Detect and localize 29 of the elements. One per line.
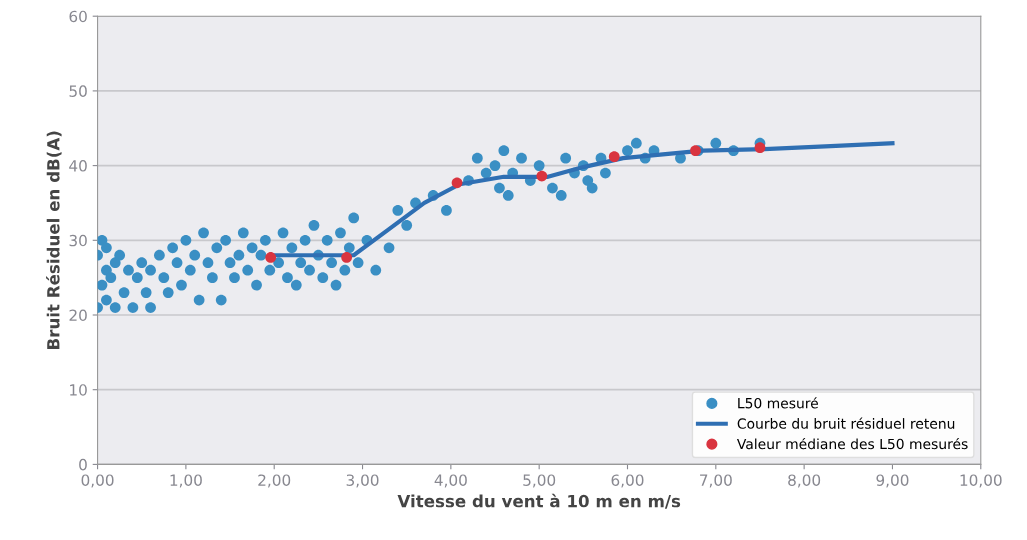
point <box>451 177 463 189</box>
y-tick-label: 20 <box>69 309 87 322</box>
legend-label: L50 mesuré <box>738 397 819 409</box>
x-tick-label: 8,00 <box>788 474 821 488</box>
x-tick-label: 5,00 <box>523 474 556 488</box>
y-tick-label: 0 <box>79 458 87 471</box>
x-axis-title: Vitesse du vent à 10 m en m/s <box>397 493 681 509</box>
point <box>536 170 548 182</box>
y-tick-label: 50 <box>69 85 87 97</box>
x-tick-label: 4,00 <box>434 474 467 488</box>
y-tick-label: 30 <box>69 234 87 247</box>
x-tick-label: 3,00 <box>346 474 379 488</box>
legend-label: Courbe du bruit résiduel retenu <box>737 417 955 429</box>
x-tick-label: 2,00 <box>258 474 291 488</box>
x-tick-label: 6,00 <box>611 474 644 488</box>
point <box>608 151 620 163</box>
point <box>754 142 766 154</box>
x-tick-label: 10,00 <box>960 474 1002 488</box>
point <box>265 252 277 263</box>
x-tick-label: 1,00 <box>170 474 202 488</box>
y-tick-label: 60 <box>69 10 87 23</box>
point <box>341 252 353 263</box>
x-tick-label: 7,00 <box>700 474 732 488</box>
y-tick-label: 10 <box>70 384 87 396</box>
x-tick-label: 9,00 <box>876 474 909 488</box>
legend-label: Valeur médiane des L50 mesurés <box>736 437 968 450</box>
y-tick-label: 40 <box>69 160 87 172</box>
x-tick-label: 0,00 <box>81 474 114 488</box>
y-axis-title: Bruit Résiduel en dB(A) <box>46 131 62 349</box>
